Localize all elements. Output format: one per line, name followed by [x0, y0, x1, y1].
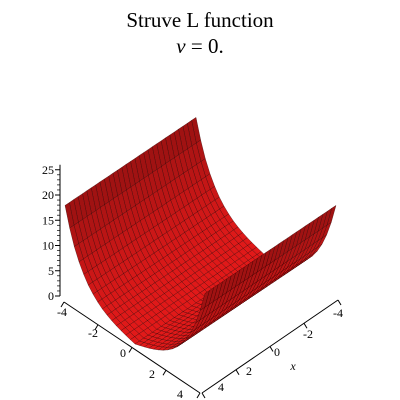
- chart-subtitle: v = 0.: [0, 34, 400, 59]
- y-tick: [94, 324, 99, 331]
- surface-patch: [199, 290, 210, 311]
- x-tick-label: 2: [246, 364, 252, 378]
- chart-title: Struve L function: [126, 8, 274, 32]
- y-tick: [196, 392, 201, 399]
- z-tick-label: 25: [42, 163, 54, 177]
- z-tick-label: 20: [42, 188, 54, 202]
- x-tick-label: 4: [218, 380, 224, 394]
- surface: [64, 117, 337, 351]
- z-tick-label: 10: [42, 239, 54, 253]
- x-tick: [269, 346, 274, 352]
- y-tick: [128, 347, 133, 353]
- y-tick-label: 4: [177, 387, 183, 400]
- x-tick: [303, 322, 308, 329]
- y-tick: [162, 369, 167, 376]
- x-tick-label: 0: [274, 345, 280, 359]
- z-tick-label: 15: [42, 213, 54, 227]
- x-tick-label: -4: [333, 306, 343, 320]
- x-tick: [337, 299, 342, 306]
- x-tick-label: -2: [303, 327, 313, 341]
- y-tick: [60, 301, 65, 308]
- y-tick-label: 2: [149, 367, 155, 381]
- y-tick-label: -4: [57, 305, 67, 319]
- x-tick: [235, 369, 240, 376]
- x-tick: [201, 392, 206, 399]
- y-tick-label: 0: [120, 346, 126, 360]
- z-tick-label: 5: [48, 264, 54, 278]
- subtitle-variable: v: [176, 34, 186, 58]
- z-tick-label: 0: [48, 289, 54, 303]
- y-tick-label: -2: [88, 326, 98, 340]
- subtitle-value: = 0.: [185, 34, 224, 58]
- x-axis-label: x: [289, 359, 296, 373]
